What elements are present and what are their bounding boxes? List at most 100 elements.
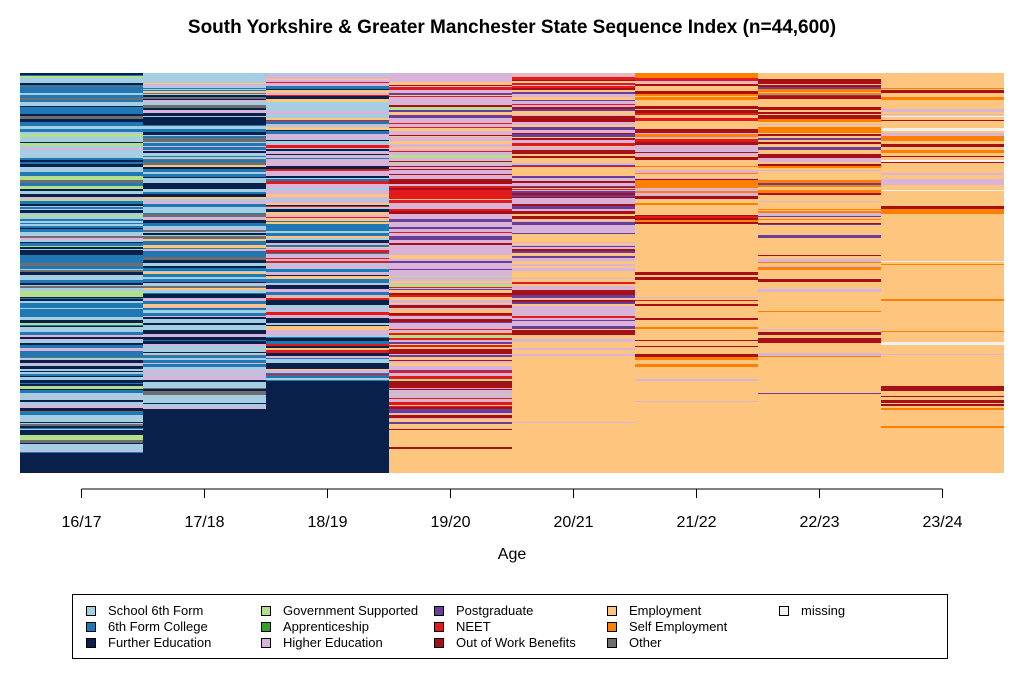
sequence-stripe [512, 115, 635, 116]
sequence-stripe [512, 286, 635, 289]
sequence-stripe [512, 140, 635, 142]
sequence-stripe [758, 375, 881, 376]
sequence-stripe [758, 312, 881, 315]
sequence-stripe [389, 329, 512, 330]
sequence-stripe [758, 138, 881, 140]
sequence-stripe [20, 360, 143, 363]
sequence-stripe [512, 363, 635, 364]
sequence-stripe [758, 156, 881, 158]
sequence-stripe [20, 240, 143, 242]
sequence-stripe [512, 368, 635, 371]
sequence-stripe [512, 125, 635, 127]
sequence-stripe [881, 138, 1004, 141]
sequence-stripe [758, 213, 881, 216]
sequence-stripe [635, 201, 758, 203]
sequence-stripe [881, 373, 1004, 374]
sequence-stripe [266, 363, 389, 366]
sequence-stripe [635, 170, 758, 173]
sequence-stripe [881, 284, 1004, 285]
sequence-stripe [881, 112, 1004, 114]
sequence-stripe [143, 278, 266, 279]
sequence-stripe [881, 164, 1004, 166]
sequence-stripe [635, 216, 758, 218]
legend-swatch [261, 622, 271, 632]
sequence-stripe [143, 243, 266, 245]
sequence-stripe [20, 263, 143, 266]
sequence-stripe [512, 278, 635, 279]
sequence-stripe [635, 155, 758, 156]
sequence-stripe [20, 298, 143, 299]
sequence-stripe [635, 167, 758, 170]
sequence-stripe [758, 151, 881, 152]
sequence-stripe [143, 248, 266, 249]
sequence-stripe [512, 330, 635, 332]
sequence-stripe [881, 423, 1004, 426]
sequence-stripe [512, 134, 635, 135]
sequence-stripe [512, 414, 635, 417]
sequence-stripe [512, 221, 635, 222]
sequence-stripe [881, 114, 1004, 115]
sequence-stripe [758, 166, 881, 168]
sequence-stripe [635, 100, 758, 101]
sequence-stripe [266, 243, 389, 245]
sequence-stripe [266, 327, 389, 330]
sequence-stripe [512, 98, 635, 100]
sequence-stripe [389, 431, 512, 433]
sequence-stripe [389, 97, 512, 100]
sequence-stripe [635, 124, 758, 126]
sequence-stripe [266, 344, 389, 346]
sequence-stripe [758, 211, 881, 213]
sequence-stripe [20, 300, 143, 301]
sequence-stripe [881, 385, 1004, 386]
sequence-stripe [512, 321, 635, 324]
sequence-stripe [881, 288, 1004, 290]
sequence-stripe [389, 75, 512, 78]
sequence-stripe [266, 206, 389, 207]
sequence-stripe [143, 382, 266, 383]
sequence-stripe [881, 115, 1004, 116]
sequence-stripe [20, 270, 143, 272]
sequence-stripe [20, 285, 143, 286]
sequence-stripe [389, 309, 512, 310]
sequence-stripe [20, 393, 143, 396]
sequence-stripe [512, 246, 635, 247]
sequence-stripe [512, 268, 635, 269]
sequence-stripe [143, 89, 266, 90]
sequence-stripe [143, 288, 266, 290]
sequence-stripe [512, 337, 635, 339]
sequence-stripe [635, 357, 758, 360]
sequence-stripe [20, 363, 143, 365]
sequence-stripe [512, 284, 635, 286]
sequence-stripe [20, 383, 143, 384]
sequence-stripe [512, 420, 635, 422]
sequence-stripe [266, 73, 389, 75]
sequence-stripe [758, 99, 881, 102]
sequence-stripe [635, 293, 758, 296]
sequence-stripe [635, 340, 758, 341]
legend-label: Apprenticeship [283, 619, 369, 634]
sequence-stripe [635, 383, 758, 384]
sequence-stripe [758, 376, 881, 379]
sequence-stripe [143, 76, 266, 79]
sequence-stripe [143, 147, 266, 148]
sequence-stripe [143, 114, 266, 116]
sequence-stripe [881, 253, 1004, 256]
sequence-stripe [881, 239, 1004, 240]
sequence-stripe [20, 257, 143, 260]
sequence-stripe [512, 188, 635, 189]
sequence-stripe [881, 150, 1004, 153]
sequence-stripe [389, 147, 512, 149]
sequence-stripe [881, 185, 1004, 187]
sequence-stripe [758, 245, 881, 247]
sequence-stripe [266, 134, 389, 136]
sequence-stripe [881, 211, 1004, 214]
sequence-stripe [758, 329, 881, 330]
sequence-stripe [635, 215, 758, 216]
sequence-stripe [758, 92, 881, 93]
sequence-stripe [635, 126, 758, 128]
sequence-stripe [758, 363, 881, 365]
sequence-stripe [143, 297, 266, 298]
sequence-stripe [389, 424, 512, 427]
sequence-index-plot: 16/17 17/18 18/19 19/20 20/21 21/22 22/23 23/24 [20, 73, 1004, 531]
sequence-stripe [143, 364, 266, 367]
